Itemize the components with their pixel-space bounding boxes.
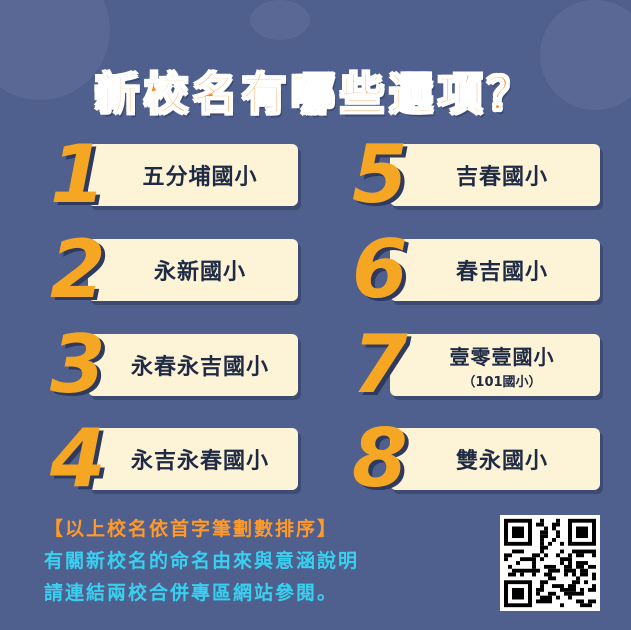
- qr-code-graphic: [500, 515, 600, 611]
- option-1: 1 五分埔國小: [48, 130, 298, 220]
- option-subtitle: （101國小）: [462, 374, 542, 390]
- option-name: 春吉國小: [455, 260, 548, 285]
- option-card: 吉春國小: [390, 144, 600, 206]
- option-card: 雙永國小: [390, 428, 600, 490]
- option-number: 7: [352, 318, 408, 411]
- sort-note: 【以上校名依首字筆劃數排序】: [44, 518, 339, 540]
- option-number: 5: [352, 128, 408, 221]
- option-7: 7 壹零壹國小 （101國小）: [350, 320, 600, 410]
- decor-circle: [250, 0, 310, 40]
- option-3: 3 永春永吉國小: [48, 320, 298, 410]
- option-card: 永新國小: [88, 239, 298, 301]
- option-number: 3: [50, 318, 106, 411]
- option-name: 吉春國小: [455, 165, 548, 190]
- option-name: 雙永國小: [455, 449, 548, 474]
- option-name: 永春永吉國小: [130, 355, 269, 380]
- option-2: 2 永新國小: [48, 225, 298, 315]
- option-4: 4 永吉永春國小: [48, 414, 298, 504]
- info-line-2: 請連結兩校合併專區網站參閱。: [44, 582, 339, 604]
- option-name: 永新國小: [153, 260, 246, 285]
- option-card: 壹零壹國小 （101國小）: [390, 334, 600, 396]
- decor-circle: [540, 0, 631, 110]
- info-line-1: 有關新校名的命名由來與意涵說明: [44, 550, 360, 572]
- option-5: 5 吉春國小: [350, 130, 600, 220]
- option-number: 6: [352, 223, 408, 316]
- page-title: 新校名有哪些選項？: [94, 68, 536, 121]
- option-card: 永吉永春國小: [88, 428, 298, 490]
- option-number: 8: [352, 412, 408, 505]
- option-number: 2: [50, 223, 106, 316]
- option-name: 五分埔國小: [142, 165, 258, 190]
- option-8: 8 雙永國小: [350, 414, 600, 504]
- option-card: 春吉國小: [390, 239, 600, 301]
- option-number: 4: [50, 412, 106, 505]
- qr-code-icon[interactable]: [500, 515, 600, 611]
- option-6: 6 春吉國小: [350, 225, 600, 315]
- option-name: 壹零壹國小: [449, 344, 555, 369]
- option-card: 五分埔國小: [88, 144, 298, 206]
- option-number: 1: [50, 128, 106, 221]
- option-name: 永吉永春國小: [130, 449, 269, 474]
- option-card: 永春永吉國小: [88, 334, 298, 396]
